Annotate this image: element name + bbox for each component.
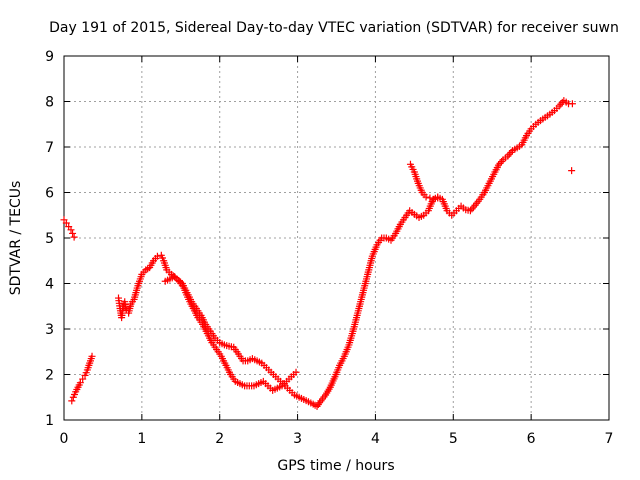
x-tick-labels: 0 1 2 3 4 5 6 7 [60, 431, 614, 447]
data-point [68, 397, 76, 405]
data-point [76, 379, 84, 387]
data-point [67, 226, 75, 234]
data-point [426, 194, 434, 202]
y-tick-label: 2 [45, 368, 54, 384]
y-tick-label: 5 [45, 231, 54, 247]
x-tick-label: 2 [215, 431, 224, 447]
y-tick-label: 8 [45, 95, 54, 111]
y-tick-label: 1 [45, 413, 54, 429]
x-tick-label: 6 [527, 431, 536, 447]
x-tick-label: 3 [293, 431, 302, 447]
data-point [470, 203, 478, 211]
data-point [70, 233, 78, 241]
x-tick-label: 7 [605, 431, 614, 447]
x-tick-label: 5 [449, 431, 458, 447]
x-tick-label: 4 [371, 431, 380, 447]
chart-title: Day 191 of 2015, Sidereal Day-to-day VTE… [49, 20, 619, 36]
data-point [62, 219, 70, 227]
x-axis-label: GPS time / hours [277, 458, 394, 474]
data-point [79, 375, 87, 383]
data-point [69, 229, 77, 237]
y-tick-label: 4 [45, 277, 54, 293]
data-point [498, 158, 506, 166]
y-tick-label: 3 [45, 322, 54, 338]
data-point [430, 195, 438, 203]
data-point [88, 352, 96, 360]
y-tick-labels: 1 2 3 4 5 6 7 8 9 [45, 49, 54, 429]
x-tick-label: 0 [60, 431, 69, 447]
data-point [507, 148, 515, 156]
y-tick-label: 6 [45, 186, 54, 202]
series-start [60, 216, 78, 241]
data-point [568, 100, 576, 108]
data-point [434, 194, 442, 202]
y-tick-label: 7 [45, 140, 54, 156]
series-early-rise [68, 352, 96, 405]
series-descending-branch [161, 273, 300, 394]
series-outlier [568, 167, 576, 175]
x-tick-label: 1 [137, 431, 146, 447]
data-point [568, 167, 576, 175]
y-tick-label: 9 [45, 49, 54, 65]
data-point [292, 368, 300, 376]
axis-ticks [63, 55, 610, 421]
series-main-arc [115, 97, 576, 410]
data-point [468, 205, 476, 213]
data-points [60, 97, 576, 410]
data-point [505, 150, 513, 158]
y-axis-label: SDTVAR / TECUs [8, 181, 24, 296]
data-point [153, 252, 161, 260]
data-point [422, 193, 430, 201]
grid [64, 56, 609, 420]
series-spike [406, 160, 442, 203]
